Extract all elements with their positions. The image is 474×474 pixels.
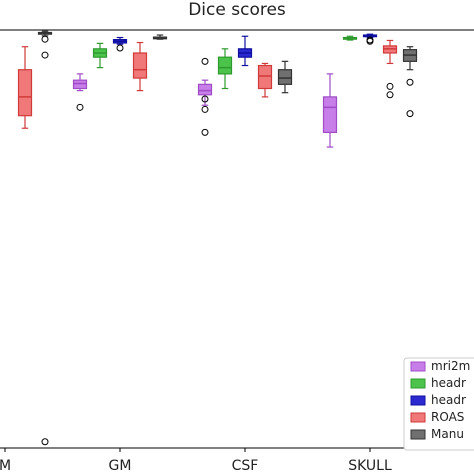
flier-point xyxy=(201,95,209,103)
box-iqr xyxy=(197,83,213,96)
x-tick-label-gm: GM xyxy=(109,458,132,474)
legend-swatch-2 xyxy=(410,395,426,406)
flier-point xyxy=(366,37,374,45)
box-iqr xyxy=(17,69,33,117)
box-csf-8 xyxy=(217,48,233,90)
box-iqr xyxy=(277,69,293,85)
flier-point xyxy=(406,78,414,86)
flier-point xyxy=(201,105,209,113)
flier-point xyxy=(41,438,49,446)
box-skull-16 xyxy=(402,46,418,118)
x-axis-ticks: M GM CSF SKULL xyxy=(0,448,392,474)
flier-point xyxy=(41,51,49,59)
legend-label-2: headr xyxy=(431,393,466,407)
legend-swatch-0 xyxy=(410,361,426,372)
chart-title: Dice scores xyxy=(188,0,286,20)
box-csf-9 xyxy=(237,35,253,67)
legend-swatch-3 xyxy=(410,412,426,423)
x-tick-label-skull: SKULL xyxy=(348,458,392,474)
box-csf-11 xyxy=(277,60,293,94)
box-group xyxy=(17,30,418,446)
box-iqr xyxy=(132,52,148,79)
box-csf-7 xyxy=(197,57,213,136)
flier-point xyxy=(201,57,209,65)
legend: mri2m headr headr ROAS Manu xyxy=(403,357,474,451)
legend-swatch-1 xyxy=(410,378,426,389)
legend-swatch-4 xyxy=(410,429,426,440)
box-gm-3 xyxy=(92,42,108,69)
box-csf-10 xyxy=(257,62,273,98)
flier-point xyxy=(406,110,414,118)
box-gm-4 xyxy=(112,36,128,52)
flier-point xyxy=(386,91,394,99)
box-gm-6 xyxy=(152,34,168,40)
box-skull-15 xyxy=(382,39,398,99)
legend-label-4: Manu xyxy=(431,427,464,441)
flier-point xyxy=(76,103,84,111)
box-iqr xyxy=(217,56,233,75)
box-skull-12 xyxy=(322,73,338,148)
box-gm-5 xyxy=(132,41,148,92)
x-tick-label-m: M xyxy=(0,458,11,474)
x-tick-label-csf: CSF xyxy=(232,458,259,474)
flier-point xyxy=(386,82,394,90)
flier-point xyxy=(201,128,209,136)
box-skull-13 xyxy=(342,35,358,41)
box-iqr xyxy=(257,64,273,90)
box-skull-14 xyxy=(362,33,378,45)
box-gm-2 xyxy=(72,73,88,111)
box-iqr xyxy=(72,79,88,90)
plot-area xyxy=(0,29,474,449)
legend-label-1: headr xyxy=(431,376,466,390)
box-m-1 xyxy=(37,30,53,446)
box-m-0 xyxy=(17,46,33,129)
flier-point xyxy=(116,44,124,52)
flier-point xyxy=(41,35,49,43)
legend-label-3: ROAS xyxy=(431,410,464,424)
box-iqr xyxy=(322,96,338,134)
legend-label-0: mri2m xyxy=(431,359,470,373)
